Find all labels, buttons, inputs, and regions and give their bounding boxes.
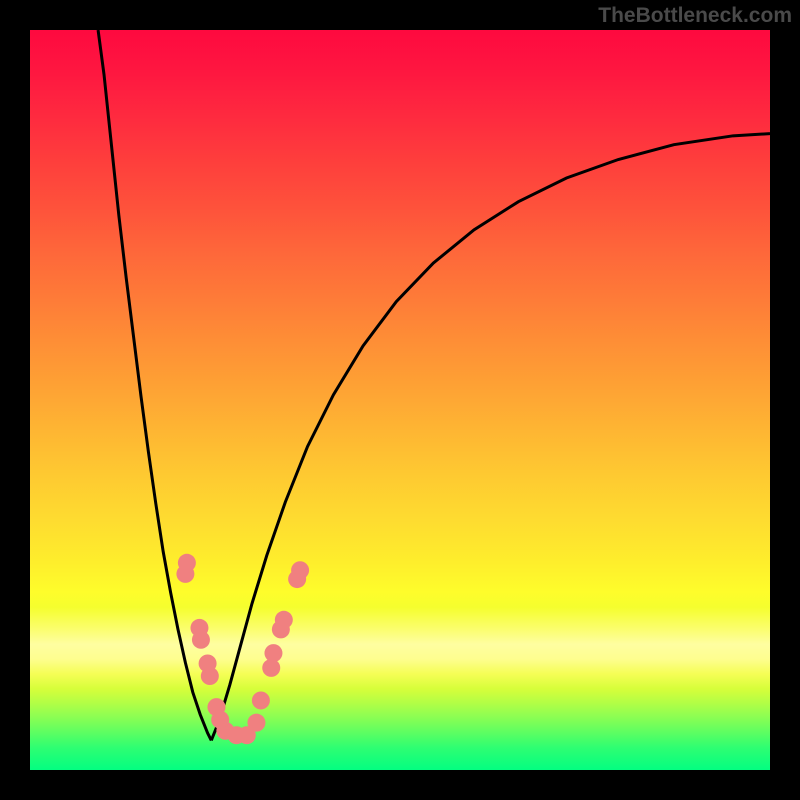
data-marker [176, 565, 194, 583]
data-marker [192, 631, 210, 649]
data-marker [247, 714, 265, 732]
chart-container: TheBottleneck.com [0, 0, 800, 800]
data-marker [264, 644, 282, 662]
right-curve [211, 134, 770, 741]
curve-layer [30, 30, 770, 770]
data-marker [252, 691, 270, 709]
watermark-label: TheBottleneck.com [598, 4, 792, 28]
plot-area [30, 30, 770, 770]
data-marker [201, 667, 219, 685]
marker-group [176, 554, 309, 744]
data-marker [291, 561, 309, 579]
data-marker [275, 611, 293, 629]
